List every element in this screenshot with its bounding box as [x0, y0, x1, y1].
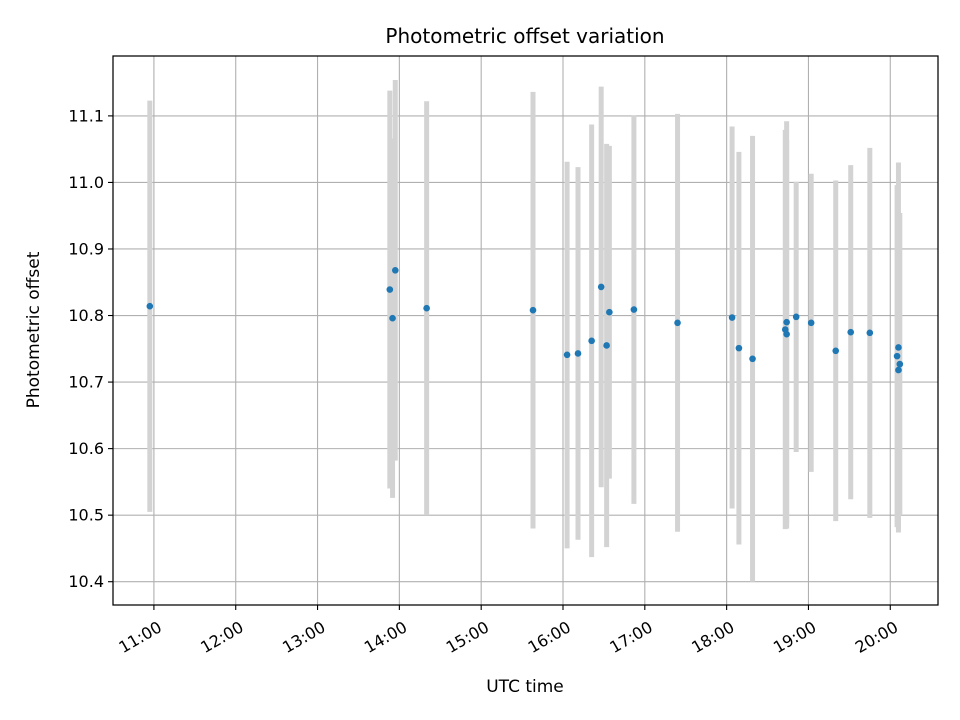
data-point	[386, 286, 394, 293]
point-layer	[146, 266, 904, 374]
y-tick-label: 10.5	[68, 506, 104, 525]
data-point	[807, 319, 815, 327]
chart-title: Photometric offset variation	[385, 24, 664, 48]
data-point	[749, 355, 756, 363]
data-point	[606, 308, 613, 316]
y-tick-label: 10.7	[68, 373, 104, 392]
data-point	[847, 328, 855, 336]
data-point	[588, 337, 595, 345]
y-axis-ticks: 10.4 10.5 10.6 10.7 10.8 10.9 11.0 11.1	[68, 106, 113, 591]
data-point	[866, 329, 874, 337]
y-tick-label: 10.9	[68, 239, 104, 258]
y-tick-label: 11.1	[68, 106, 104, 125]
data-point	[674, 319, 681, 327]
data-point	[389, 314, 396, 322]
x-axis-label: UTC time	[486, 677, 564, 697]
y-tick-label: 10.4	[68, 572, 104, 591]
data-point	[630, 306, 638, 313]
data-point	[603, 342, 610, 349]
data-point	[597, 283, 605, 291]
data-point	[832, 347, 840, 355]
plot-frame	[112, 55, 939, 606]
y-tick-label: 10.6	[68, 439, 104, 458]
data-point	[783, 318, 790, 326]
data-point	[563, 351, 571, 359]
data-point	[895, 366, 902, 374]
data-point	[896, 360, 904, 368]
data-point	[735, 344, 743, 352]
y-tick-label: 10.8	[68, 306, 104, 325]
y-tick-label: 11.0	[68, 173, 104, 192]
y-axis-label: Photometric offset	[24, 251, 44, 408]
data-point	[574, 350, 582, 357]
data-point	[792, 313, 800, 321]
data-point	[783, 330, 790, 338]
data-point	[895, 344, 902, 351]
grid-layer	[113, 56, 938, 605]
data-point	[391, 266, 399, 274]
data-point	[529, 306, 537, 314]
data-point	[146, 302, 154, 310]
data-point	[893, 352, 901, 360]
data-point	[423, 304, 430, 312]
data-point	[728, 314, 736, 321]
